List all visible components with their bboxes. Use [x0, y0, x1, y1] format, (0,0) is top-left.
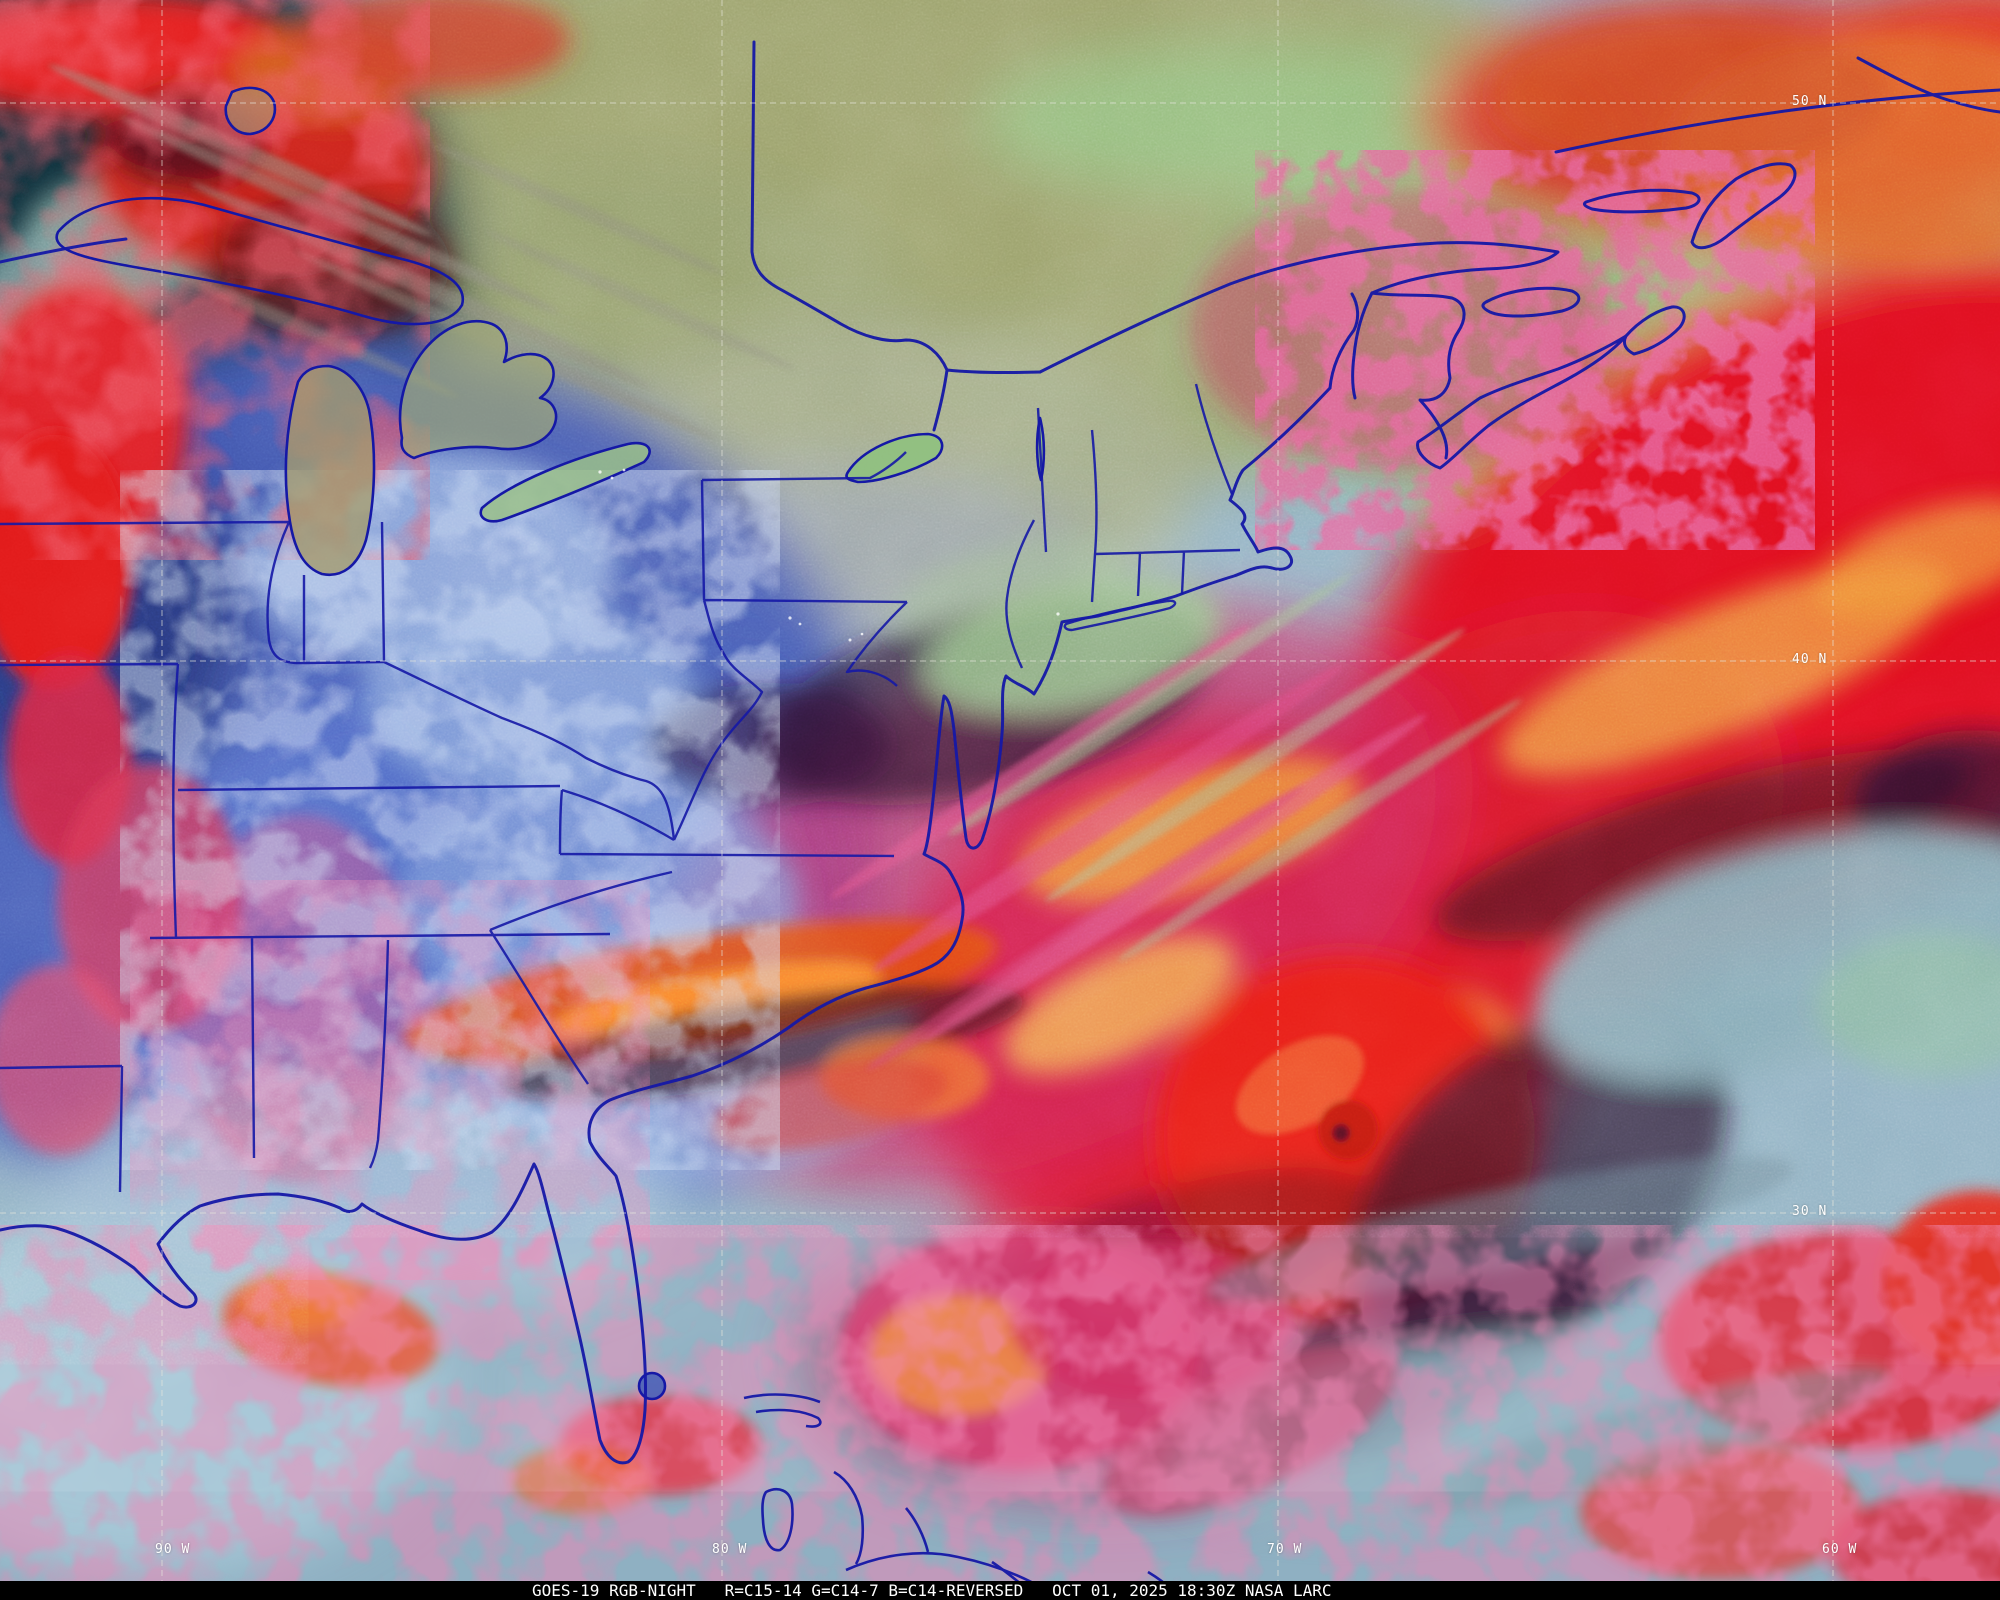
satellite-composite-image — [0, 0, 2000, 1600]
caption-text: GOES-19 RGB-NIGHT R=C15-14 G=C14-7 B=C14… — [532, 1582, 1332, 1599]
lat-label-30n: 30 N — [1792, 1205, 1827, 1219]
lat-label-40n: 40 N — [1792, 653, 1827, 667]
lon-label-80w: 80 W — [712, 1543, 747, 1557]
lon-label-90w: 90 W — [155, 1543, 190, 1557]
grain-texture — [0, 0, 2000, 1600]
lat-label-50n: 50 N — [1792, 95, 1827, 109]
lon-label-60w: 60 W — [1822, 1543, 1857, 1557]
caption-bar: GOES-19 RGB-NIGHT R=C15-14 G=C14-7 B=C14… — [0, 1581, 2000, 1600]
goes-satellite-screenshot: 50 N 40 N 30 N 90 W 80 W 70 W 60 W GOES-… — [0, 0, 2000, 1600]
lon-label-70w: 70 W — [1267, 1543, 1302, 1557]
